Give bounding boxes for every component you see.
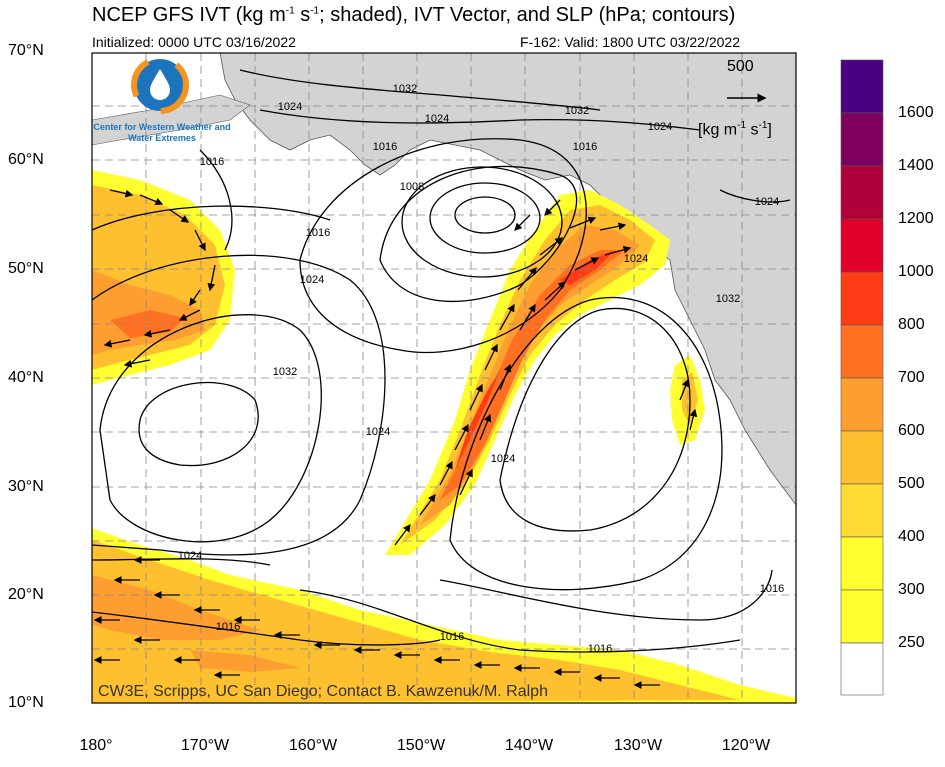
contour-label: 1024 bbox=[648, 121, 672, 133]
lon-label: 140°W bbox=[504, 737, 554, 754]
colorbar-box bbox=[840, 642, 884, 696]
lat-label: 20°N bbox=[8, 586, 44, 603]
contour-label: 1032 bbox=[393, 83, 417, 95]
contour-label: 1024 bbox=[278, 101, 302, 113]
colorbar-label: 800 bbox=[898, 316, 925, 333]
colorbar-label: 1000 bbox=[898, 263, 934, 280]
lon-label: 150°W bbox=[396, 737, 446, 754]
lat-label: 40°N bbox=[8, 369, 44, 386]
contour-label: 1016 bbox=[588, 643, 612, 655]
lon-label: 160°W bbox=[288, 737, 338, 754]
colorbar-box bbox=[840, 218, 884, 273]
logo-text: Center for Western Weather and Water Ext… bbox=[93, 122, 231, 143]
ivt-tropical-band bbox=[92, 528, 796, 703]
colorbar-box bbox=[840, 324, 884, 379]
valid-time: F-162: Valid: 1800 UTC 03/22/2022 bbox=[520, 34, 740, 50]
contour-label: 1016 bbox=[306, 227, 330, 239]
colorbar-box bbox=[840, 483, 884, 538]
lon-label: 130°W bbox=[613, 737, 663, 754]
colorbar-label: 400 bbox=[898, 528, 925, 545]
contour-label: 1016 bbox=[200, 156, 224, 168]
slp-contours bbox=[92, 69, 791, 653]
contour-label: 1008 bbox=[400, 181, 424, 193]
colorbar-label: 1200 bbox=[898, 210, 934, 227]
ivt-atmospheric-river-east bbox=[385, 190, 670, 555]
land-north-america bbox=[219, 53, 796, 506]
colorbar-box bbox=[840, 271, 884, 326]
colorbar-label: 250 bbox=[898, 634, 925, 651]
cw3e-logo-icon bbox=[131, 56, 189, 114]
colorbar-box bbox=[840, 112, 884, 167]
contour-labels: 1032 1024 1032 1024 1024 1016 1016 1008 … bbox=[178, 83, 784, 655]
initialized-time: Initialized: 0000 UTC 03/16/2022 bbox=[92, 34, 296, 50]
colorbar-label: 1400 bbox=[898, 157, 934, 174]
colorbar-box bbox=[840, 589, 884, 644]
contour-label: 1016 bbox=[440, 631, 464, 643]
contour-label: 1016 bbox=[216, 621, 240, 633]
contour-label: 1032 bbox=[273, 366, 297, 378]
colorbar-label: 500 bbox=[898, 475, 925, 492]
contour-label: 1016 bbox=[573, 141, 597, 153]
contour-label: 1032 bbox=[716, 293, 740, 305]
contour-label: 1024 bbox=[178, 550, 202, 562]
contour-label: 1024 bbox=[755, 196, 779, 208]
contour-label: 1024 bbox=[624, 253, 648, 265]
colorbar-label: 1600 bbox=[898, 104, 934, 121]
contour-label: 1032 bbox=[565, 105, 589, 117]
lon-label: 180° bbox=[79, 737, 113, 754]
reference-vector-value: 500 bbox=[727, 58, 754, 75]
contour-label: 1024 bbox=[300, 274, 324, 286]
colorbar-box bbox=[840, 377, 884, 432]
lat-label: 50°N bbox=[8, 260, 44, 277]
colorbar-label: 600 bbox=[898, 422, 925, 439]
contour-label: 1016 bbox=[373, 141, 397, 153]
contour-label: 1024 bbox=[425, 113, 449, 125]
reference-vector-unit: [kg m-1 s-1] bbox=[698, 120, 772, 139]
colorbar-label: 700 bbox=[898, 369, 925, 386]
map-frame bbox=[91, 52, 797, 704]
contour-label: 1016 bbox=[760, 583, 784, 595]
map-title: NCEP GFS IVT (kg m-1 s-1; shaded), IVT V… bbox=[92, 4, 736, 26]
credit-line: CW3E, Scripps, UC San Diego; Contact B. … bbox=[98, 683, 548, 700]
colorbar bbox=[840, 59, 884, 696]
contour-label: 1024 bbox=[491, 453, 515, 465]
colorbar-box bbox=[840, 165, 884, 220]
colorbar-box bbox=[840, 59, 884, 114]
lon-label: 170°W bbox=[180, 737, 230, 754]
ivt-vectors bbox=[93, 189, 698, 689]
colorbar-box bbox=[840, 536, 884, 591]
lat-lon-grid bbox=[92, 53, 796, 703]
lon-label: 120°W bbox=[721, 737, 771, 754]
lat-label: 60°N bbox=[8, 151, 44, 168]
lat-label: 70°N bbox=[8, 42, 44, 59]
lat-label: 10°N bbox=[8, 694, 44, 711]
contour-label: 1024 bbox=[366, 426, 390, 438]
lat-label: 30°N bbox=[8, 478, 44, 495]
colorbar-label: 300 bbox=[898, 581, 925, 598]
colorbar-box bbox=[840, 430, 884, 485]
